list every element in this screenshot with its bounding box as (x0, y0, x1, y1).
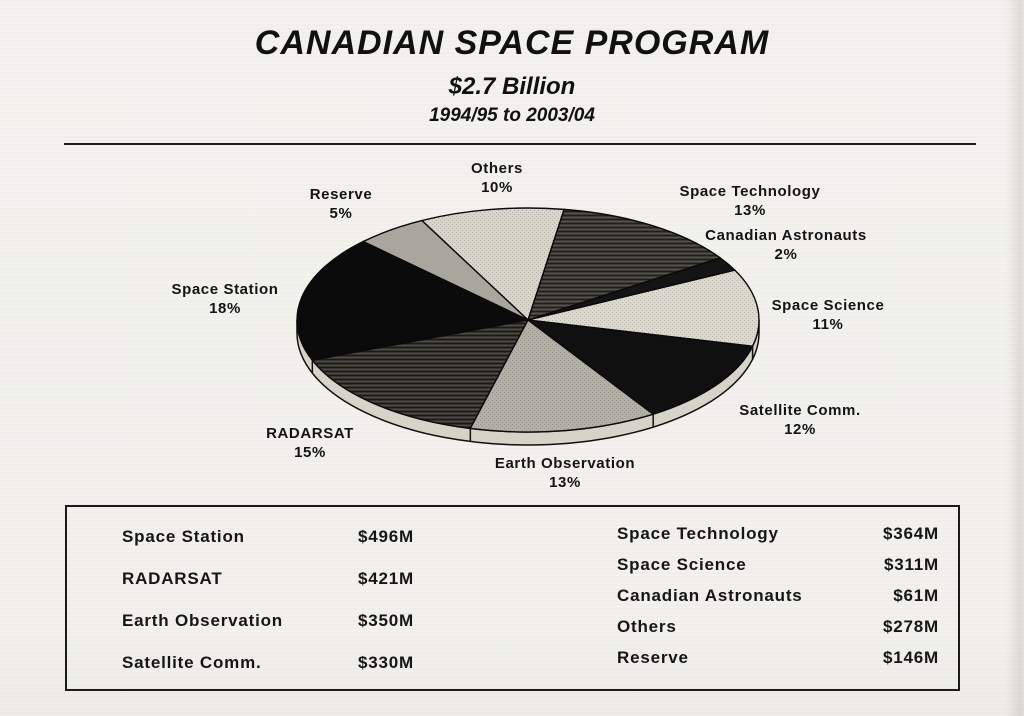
slice-pct: 11% (812, 316, 844, 333)
table-row-value: $496M (358, 527, 414, 546)
table-row: Canadian Astronauts $61M (617, 580, 939, 611)
slice-name: Others (471, 160, 523, 177)
pie-label-reserve: Reserve 5% (310, 185, 373, 223)
slice-pct: 15% (294, 444, 326, 461)
pie-slice-others (421, 207, 565, 321)
title-divider (64, 143, 976, 145)
table-row-label: Others (617, 616, 677, 636)
table-row: Satellite Comm. $330M (122, 642, 414, 684)
pie-label-satellite-comm: Satellite Comm. 12% (739, 401, 861, 439)
slice-name: Satellite Comm. (739, 402, 861, 419)
table-row-value: $330M (358, 653, 414, 672)
slice-name: Space Station (171, 281, 279, 298)
table-row: Space Station $496M (122, 516, 414, 558)
table-row-label: Space Technology (617, 523, 779, 543)
pie-slice-space-science (527, 269, 760, 347)
slice-name: RADARSAT (266, 425, 354, 442)
pie-slice-satellite-comm (527, 319, 754, 415)
table-row: Others $278M (617, 611, 939, 642)
value-table-right-column: Space Technology $364M Space Science $31… (617, 518, 939, 673)
table-row-label: Space Station (122, 527, 245, 546)
pie-label-earth-observation: Earth Observation 13% (495, 454, 635, 492)
budget-period: 1994/95 to 2003/04 (429, 105, 595, 127)
slice-name: Canadian Astronauts (705, 227, 867, 244)
slice-pct: 18% (209, 300, 241, 317)
total-budget: $2.7 Billion (448, 72, 576, 100)
table-row-value: $278M (883, 616, 939, 636)
table-row-label: Earth Observation (122, 611, 283, 630)
pie-label-others: Others 10% (471, 159, 523, 197)
slice-name: Reserve (309, 186, 373, 203)
slice-name: Space Science (771, 297, 885, 314)
table-row: Space Technology $364M (617, 518, 939, 549)
table-row-value: $350M (358, 611, 414, 630)
table-row: Earth Observation $350M (122, 600, 414, 642)
table-row-label: Satellite Comm. (122, 653, 262, 672)
pie-label-space-station: Space Station 18% (172, 280, 279, 318)
pie-label-canadian-astronauts: Canadian Astronauts 2% (705, 226, 867, 264)
table-row: RADARSAT $421M (122, 558, 414, 600)
table-row-value: $311M (883, 554, 939, 574)
table-row-label: Space Science (617, 554, 747, 574)
page-title: CANADIAN SPACE PROGRAM (254, 24, 770, 62)
slice-pct: 10% (481, 179, 513, 196)
table-row: Reserve $146M (617, 642, 939, 673)
table-row-value: $421M (358, 569, 414, 588)
pie-slice-earth-observation (469, 319, 654, 433)
slice-pct: 2% (774, 246, 798, 263)
table-row-label: Canadian Astronauts (617, 585, 803, 605)
slice-pct: 12% (784, 421, 816, 438)
slice-name: Space Technology (679, 183, 821, 200)
pie-slice-radarsat (311, 319, 529, 430)
value-table-left-column: Space Station $496M RADARSAT $421M Earth… (122, 516, 414, 684)
table-row-value: $61M (893, 585, 939, 605)
pie-label-radarsat: RADARSAT 15% (266, 424, 354, 462)
pie-slice-space-technology (527, 208, 721, 321)
value-table: Space Station $496M RADARSAT $421M Earth… (65, 505, 960, 691)
table-row-value: $364M (883, 523, 939, 543)
table-row-label: Reserve (617, 647, 689, 667)
table-row: Space Science $311M (617, 549, 939, 580)
pie-label-space-science: Space Science 11% (772, 296, 885, 334)
chart-header: CANADIAN SPACE PROGRAM $2.7 Billion 1994… (0, 24, 1024, 127)
slice-pct: 13% (734, 202, 766, 219)
slice-name: Earth Observation (494, 455, 636, 472)
table-row-value: $146M (883, 647, 939, 667)
table-row-label: RADARSAT (122, 569, 223, 588)
slice-pct: 5% (329, 205, 353, 222)
pie-label-space-technology: Space Technology 13% (679, 182, 820, 220)
slice-pct: 13% (549, 474, 581, 491)
